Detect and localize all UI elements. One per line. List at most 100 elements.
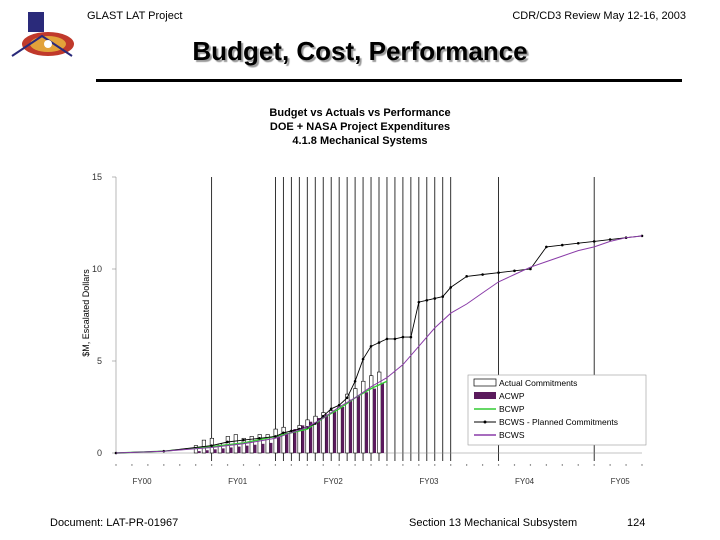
point-bcws-planned-commitments [353,379,357,383]
x-axis-dot [545,464,548,466]
x-axis-dot [226,464,229,466]
point-bcws-planned-commitments [401,335,405,339]
bar-actual-commitments [273,428,278,454]
bar-acwp [205,450,209,453]
x-axis-dot [577,464,579,466]
y-tick-label: 0 [97,448,102,458]
x-axis-dot [434,464,436,466]
point-bcws-planned-commitments [497,271,500,274]
x-axis-dot [210,464,213,466]
y-axis: 0 5 10 15 $M, Escalated Dollars [81,172,117,458]
x-axis-dot [322,464,324,466]
x-axis-dot [497,464,500,466]
x-tick-label: FY05 [611,477,631,486]
chart-grid [211,177,595,461]
bar-acwp [285,432,289,453]
point-bcws-planned-commitments [369,344,373,348]
x-axis-dot [163,464,165,466]
page-number: 124 [627,517,646,529]
point-bcws-planned-commitments [290,429,293,433]
legend-label: Actual Commitments [499,378,577,388]
x-axis-dot [450,464,452,466]
x-axis-dot [609,464,611,466]
point-bcws-planned-commitments [274,435,277,438]
legend-swatch [473,378,497,387]
x-axis-dot [402,464,404,466]
point-bcws-planned-commitments [441,295,445,298]
y-tick-label: 5 [97,356,102,366]
point-bcws-planned-commitments [449,286,453,289]
point-bcws-planned-commitments [465,275,468,278]
header-project: GLAST LAT Project [87,10,183,22]
chart-titles: Budget vs Actuals vs Performance DOE + NA… [269,107,450,147]
x-axis-dot [465,464,468,466]
bar-acwp [381,383,384,453]
x-axis-dot [370,464,372,466]
bar-acwp [373,388,377,453]
series-line-bcws [115,235,643,454]
footer-document: Document: LAT-PR-01967 [50,517,179,529]
point-bcws-planned-commitments [242,438,245,442]
glast-mission-logo-icon [11,12,74,57]
footer-section: Section 13 Mechanical Subsystem [409,517,578,529]
x-tick-label: FY02 [324,477,344,486]
point-bcws-planned-commitments [576,241,580,245]
title-rule [96,79,682,82]
x-axis-dot [481,464,484,466]
point-bcws-planned-commitments [529,267,532,271]
x-axis-dot [338,464,340,466]
x-axis-dot [131,464,133,466]
x-axis-dot [529,464,532,466]
legend-box [467,374,647,446]
point-bcws-planned-commitments [226,440,229,444]
bar-actual-commitments [305,419,310,454]
point-bcws-planned-commitments [345,396,349,400]
bar-actual-commitments [193,445,198,454]
x-tick-label: FY03 [419,477,439,486]
y-tick-label: 10 [92,264,102,274]
point-bcws-planned-commitments [361,357,365,361]
x-axis-dot [179,464,181,466]
bar-actual-commitments [337,406,342,454]
series-lines [114,234,644,455]
x-tick-label: FY04 [515,477,535,486]
x-axis-dot [593,464,595,466]
bars [193,371,384,454]
bar-acwp [253,444,257,453]
bar-acwp [317,418,321,453]
point-bcws-planned-commitments [640,234,644,238]
bar-acwp [245,445,249,453]
legend-label: BCWP [499,404,525,414]
bar-acwp [229,447,233,453]
x-axis-dot [194,464,197,466]
point-bcws-planned-commitments [561,243,564,247]
bar-acwp [325,414,329,453]
bar-acwp [261,443,265,453]
legend-label: BCWS - Planned Commitments [499,417,618,427]
bar-acwp [301,425,305,453]
point-bcws-planned-commitments [481,273,484,276]
point-bcws-planned-commitments [321,414,325,418]
point-bcws-planned-commitments [282,431,285,435]
bar-acwp [213,449,217,453]
legend-swatch-dot [483,420,487,424]
x-axis-dot [418,464,420,466]
point-bcws-planned-commitments [393,337,397,341]
x-axis-dot [306,464,308,466]
bar-acwp [309,421,313,453]
bar-acwp [197,451,201,453]
point-bcws-planned-commitments [377,341,381,344]
x-axis-dot [513,464,516,466]
y-tick-label: 15 [92,172,102,182]
x-axis-dot [147,464,149,466]
bar-acwp [277,436,281,453]
point-bcws-planned-commitments [329,407,333,411]
point-bcws-planned-commitments [210,444,213,447]
chart-title-line: DOE + NASA Project Expenditures [270,121,450,133]
bar-acwp [341,407,345,453]
x-axis-dot [258,464,261,466]
header-review: CDR/CD3 Review May 12-16, 2003 [512,10,686,22]
x-tick-label: FY00 [132,477,152,486]
bar-acwp [357,395,361,453]
legend-label: ACWP [499,391,525,401]
